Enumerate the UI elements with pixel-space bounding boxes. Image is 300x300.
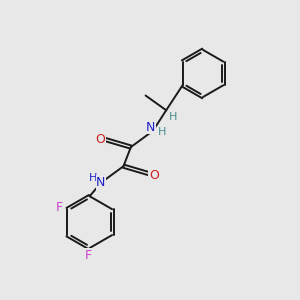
Text: O: O bbox=[96, 133, 106, 146]
Text: F: F bbox=[56, 201, 62, 214]
Text: F: F bbox=[85, 249, 92, 262]
Text: N: N bbox=[146, 121, 155, 134]
Text: O: O bbox=[149, 169, 159, 182]
Text: N: N bbox=[96, 176, 106, 189]
Text: H: H bbox=[89, 173, 98, 183]
Text: H: H bbox=[158, 127, 166, 137]
Text: H: H bbox=[169, 112, 177, 122]
